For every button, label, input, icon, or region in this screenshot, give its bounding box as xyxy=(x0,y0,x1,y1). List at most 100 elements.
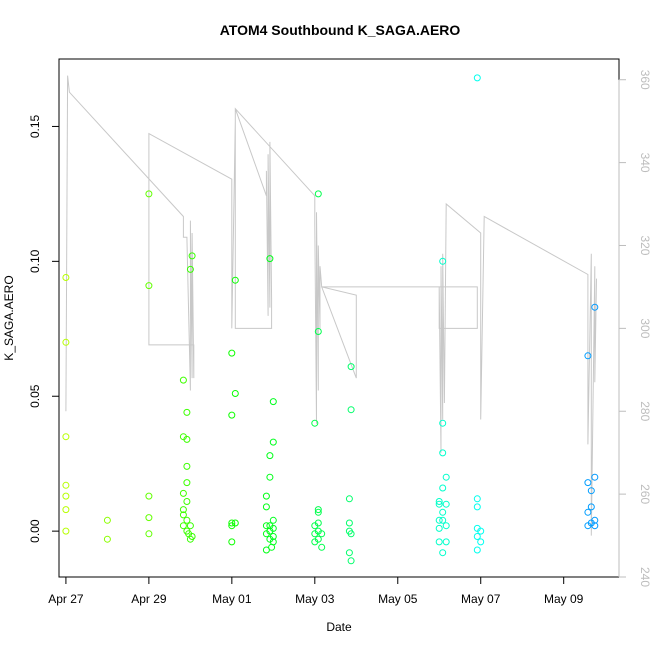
data-point xyxy=(179,511,187,519)
y2-tick-label: 300 xyxy=(638,318,650,338)
data-point xyxy=(477,538,485,546)
x-tick-label: May 07 xyxy=(461,592,501,606)
data-point xyxy=(473,74,481,82)
chart-title: ATOM4 Southbound K_SAGA.AERO xyxy=(220,22,461,38)
data-point xyxy=(439,516,447,524)
x-tick-label: May 03 xyxy=(295,592,335,606)
x-tick-label: Apr 29 xyxy=(131,592,167,606)
data-point xyxy=(439,449,447,457)
data-point xyxy=(584,508,592,516)
data-point xyxy=(231,276,239,284)
data-point xyxy=(62,274,70,281)
data-point xyxy=(62,492,70,500)
plot-frame xyxy=(58,58,620,578)
data-point xyxy=(262,492,270,500)
data-point xyxy=(179,376,187,384)
data-point xyxy=(435,516,443,524)
data-point xyxy=(186,522,194,530)
data-point xyxy=(347,406,355,414)
x-axis: Apr 27 Apr 29 May 01 May 03 May 05 May 07 May … xyxy=(48,576,584,606)
data-point xyxy=(473,546,481,554)
data-point xyxy=(269,438,277,446)
data-point xyxy=(473,495,481,503)
data-point xyxy=(311,419,319,427)
data-point xyxy=(183,516,191,524)
data-point xyxy=(62,481,70,489)
y-axis: 0.00 0.05 0.10 0.15 xyxy=(28,114,60,543)
data-point xyxy=(183,498,191,505)
data-point xyxy=(183,435,191,443)
data-point xyxy=(442,473,450,481)
data-point xyxy=(439,419,447,427)
data-point xyxy=(439,484,447,492)
data-point xyxy=(269,538,277,546)
data-point xyxy=(269,533,277,540)
data-point xyxy=(103,516,111,524)
data-point xyxy=(591,522,599,530)
data-point xyxy=(266,255,274,263)
data-point xyxy=(347,363,355,371)
data-point xyxy=(262,522,270,530)
data-point xyxy=(473,533,481,540)
data-point xyxy=(345,519,353,527)
data-point xyxy=(186,265,194,273)
data-point xyxy=(442,500,450,508)
data-point xyxy=(145,514,153,522)
data-point xyxy=(318,530,326,538)
data-point xyxy=(145,492,153,500)
data-point xyxy=(183,408,191,416)
data-point xyxy=(439,549,447,557)
data-point xyxy=(314,508,322,516)
data-point xyxy=(439,508,447,516)
data-point xyxy=(228,538,236,546)
x-tick-label: May 09 xyxy=(544,592,584,606)
data-point xyxy=(591,516,599,524)
data-point xyxy=(314,519,322,527)
data-point xyxy=(231,519,239,527)
data-point xyxy=(435,524,443,532)
y2-tick-label: 320 xyxy=(638,235,650,255)
data-point xyxy=(442,538,450,546)
data-point xyxy=(435,538,443,546)
data-point xyxy=(231,390,239,397)
data-point xyxy=(62,433,70,441)
data-point xyxy=(314,506,322,514)
data-point xyxy=(62,338,70,346)
y2-tick-label: 360 xyxy=(638,70,650,90)
data-point xyxy=(347,530,355,538)
data-point xyxy=(591,473,599,481)
data-point xyxy=(314,328,322,335)
data-point xyxy=(347,557,355,565)
data-point xyxy=(188,533,196,540)
data-point xyxy=(145,530,153,538)
data-point xyxy=(269,516,277,524)
data-point xyxy=(587,503,595,511)
data-point xyxy=(228,349,236,357)
data-point xyxy=(584,479,592,487)
data-point xyxy=(62,506,70,514)
data-point xyxy=(587,487,595,495)
data-point xyxy=(266,473,274,481)
data-point xyxy=(269,398,277,406)
y2-tick-label: 240 xyxy=(638,567,650,587)
x-tick-label: May 01 xyxy=(212,592,252,606)
data-point xyxy=(477,527,485,535)
y-tick-label: 0.10 xyxy=(28,249,42,273)
data-point xyxy=(103,535,111,543)
y-axis-label: K_SAGA.AERO xyxy=(2,275,16,360)
data-point xyxy=(179,506,187,514)
data-point xyxy=(266,452,274,460)
y-tick-label: 0.15 xyxy=(28,114,42,138)
y2-tick-label: 340 xyxy=(638,153,650,173)
data-point xyxy=(183,479,191,487)
secondary-line-layer xyxy=(65,75,597,536)
x-axis-label: Date xyxy=(326,620,352,634)
data-point xyxy=(314,535,322,543)
data-point xyxy=(345,495,353,503)
data-point xyxy=(228,519,236,527)
data-point xyxy=(435,498,443,505)
y2-axis: 240 260 280 300 320 340 360 xyxy=(618,70,650,587)
data-point xyxy=(442,522,450,530)
data-point xyxy=(188,252,196,260)
